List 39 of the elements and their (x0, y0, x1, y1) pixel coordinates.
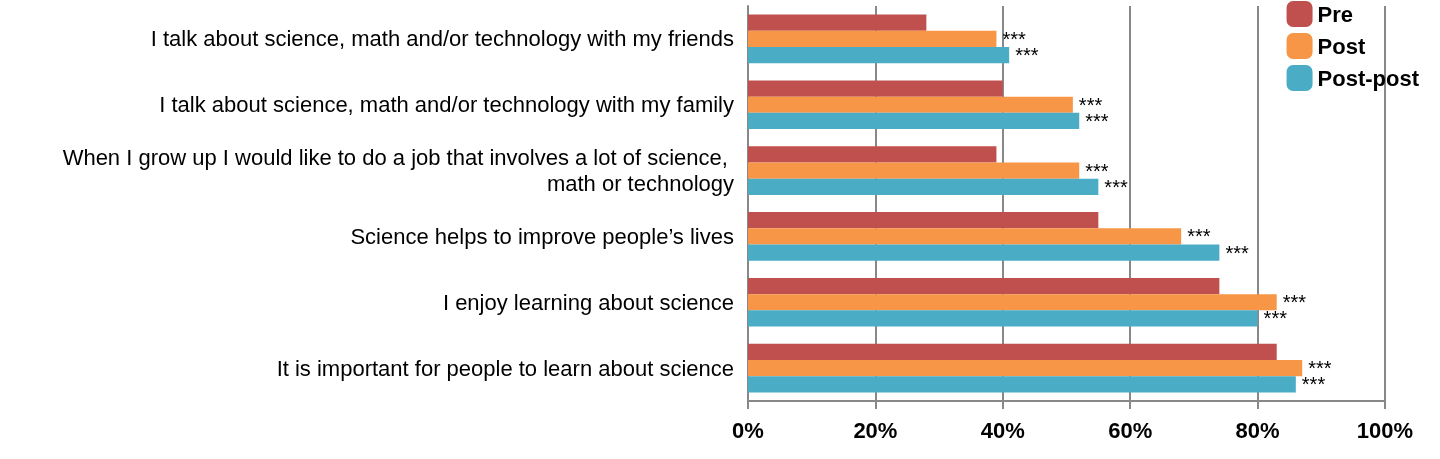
x-tick-label: 40% (980, 417, 1025, 443)
y-tick-label: When I grow up I would like to do a job that involves a lot of science, math or technology (62, 145, 734, 197)
bar (748, 80, 1003, 97)
bar (748, 212, 1099, 229)
x-tick-label: 0% (732, 417, 764, 443)
x-tick-label: 100% (1356, 417, 1414, 443)
bar (748, 30, 997, 48)
legend-label: Post (1317, 33, 1366, 59)
bar (748, 14, 927, 31)
data-label: *** (1015, 44, 1039, 67)
data-label: *** (1187, 225, 1211, 248)
bar (748, 47, 1010, 64)
x-tick-label: 60% (1108, 417, 1153, 443)
y-tick-label: I talk about science, math and/or technology with my friends (150, 26, 734, 52)
x-tick-label: 80% (1235, 417, 1280, 443)
bar (748, 96, 1073, 113)
bar (748, 310, 1258, 327)
y-tick-label: I talk about science, math and/or technology with my family (159, 92, 734, 118)
data-label: *** (1225, 241, 1249, 264)
data-label: *** (1104, 175, 1128, 198)
bar (748, 162, 1080, 179)
x-tick-label: 20% (853, 417, 898, 443)
y-tick-label: Science helps to improve people’s lives (350, 223, 734, 249)
bar (748, 359, 1303, 377)
data-label: *** (1263, 307, 1288, 330)
bar (748, 178, 1099, 195)
bar (748, 228, 1182, 245)
legend-label: Pre (1317, 1, 1354, 27)
data-label: *** (1085, 109, 1109, 132)
bar (748, 277, 1220, 295)
bar (748, 294, 1277, 311)
bar (748, 112, 1080, 130)
legend-label: Post-post (1317, 65, 1420, 91)
y-tick-label: It is important for people to learn about science (276, 355, 734, 381)
y-tick-label: I enjoy learning about science (442, 289, 734, 315)
bar (748, 244, 1220, 261)
bar (748, 343, 1277, 360)
bar (748, 146, 997, 163)
bar (748, 376, 1296, 393)
